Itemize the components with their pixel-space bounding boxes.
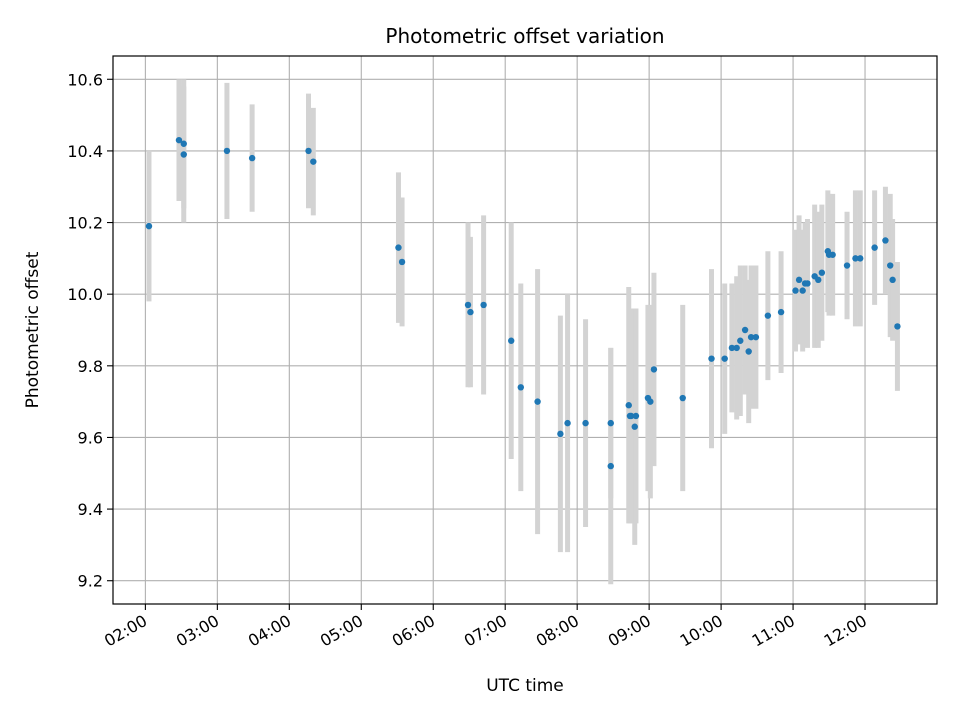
data-point — [889, 276, 896, 284]
data-point — [632, 412, 640, 420]
data-point — [752, 333, 760, 341]
data-point — [534, 398, 541, 405]
data-point — [647, 398, 654, 405]
data-point — [517, 384, 525, 391]
data-points — [145, 136, 901, 470]
chart-title: Photometric offset variation — [385, 24, 664, 48]
data-point — [679, 394, 686, 402]
data-point — [395, 244, 402, 251]
data-point — [777, 308, 785, 316]
data-point — [557, 430, 564, 438]
data-point — [310, 158, 317, 165]
data-point — [607, 462, 614, 470]
data-point — [145, 222, 153, 230]
data-point — [175, 136, 183, 144]
data-point — [180, 151, 187, 158]
y-tick-label: 10.6 — [67, 70, 103, 89]
data-point — [795, 276, 803, 284]
data-point — [305, 147, 312, 155]
data-point — [627, 412, 635, 420]
data-point — [721, 355, 728, 362]
data-point — [223, 147, 231, 155]
data-point — [180, 140, 187, 147]
data-point — [480, 301, 487, 309]
data-point — [804, 280, 811, 287]
data-point — [467, 308, 474, 316]
y-tick-label: 10.4 — [67, 142, 103, 161]
y-axis-label: Photometric offset — [23, 251, 43, 408]
data-point — [843, 262, 851, 269]
plot-frame — [112, 55, 938, 605]
data-point — [248, 154, 256, 162]
data-point — [857, 255, 864, 262]
data-point — [852, 255, 859, 262]
y-tick-label: 9.8 — [78, 357, 103, 376]
data-point — [887, 262, 894, 269]
y-tick-label: 10.0 — [67, 285, 103, 304]
data-point — [398, 258, 406, 266]
plot-area — [112, 55, 938, 605]
data-point — [764, 312, 772, 319]
data-point — [747, 333, 755, 341]
data-point — [882, 237, 889, 244]
data-point — [818, 269, 826, 276]
data-point — [894, 323, 901, 330]
y-tick-label: 9.6 — [78, 428, 103, 447]
data-point — [871, 244, 878, 251]
data-point — [829, 251, 836, 258]
data-point — [792, 287, 799, 294]
data-point — [607, 419, 614, 427]
y-axis: 9.2 9.4 9.6 9.8 10.0 10.2 10.4 10.6 — [67, 70, 113, 591]
y-tick-label: 10.2 — [67, 214, 103, 233]
data-point — [508, 337, 515, 344]
data-point — [741, 326, 749, 334]
data-point — [582, 419, 589, 427]
data-point — [625, 402, 632, 409]
data-point — [564, 419, 571, 427]
data-point — [650, 366, 658, 373]
y-tick-label: 9.4 — [78, 500, 103, 519]
data-point — [737, 337, 744, 344]
data-point — [631, 423, 638, 430]
data-point — [708, 355, 715, 362]
data-point — [728, 344, 736, 352]
data-point — [745, 348, 752, 355]
data-point — [733, 344, 740, 352]
data-point — [815, 276, 822, 284]
data-point — [464, 301, 472, 309]
data-point — [799, 287, 806, 294]
y-tick-label: 9.2 — [78, 572, 103, 591]
x-axis-label: UTC time — [486, 676, 564, 696]
